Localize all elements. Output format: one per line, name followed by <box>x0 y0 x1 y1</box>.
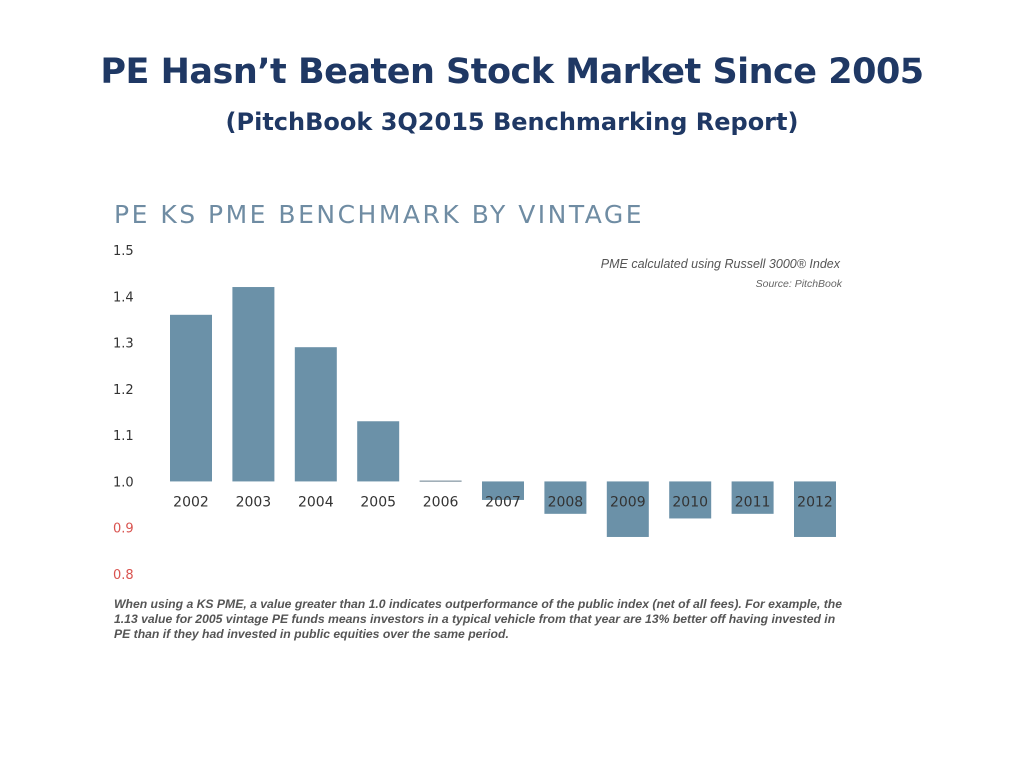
x-tick-label: 2002 <box>173 494 209 510</box>
bar <box>232 287 275 482</box>
x-tick-label: 2012 <box>797 494 833 510</box>
x-tick-label: 2009 <box>610 494 646 510</box>
x-tick-label: 2006 <box>423 494 459 510</box>
y-tick-label: 1.1 <box>113 429 134 444</box>
y-tick-label: 1.2 <box>113 383 134 398</box>
chart-note: When using a KS PME, a value greater tha… <box>114 597 843 641</box>
bar <box>482 481 524 500</box>
bar <box>294 347 337 482</box>
bar <box>606 481 649 537</box>
bar <box>170 314 212 482</box>
chart-source: Source: PitchBook <box>756 278 843 290</box>
x-tick-label: 2005 <box>360 494 396 510</box>
x-tick-label: 2007 <box>485 494 521 510</box>
x-tick-label: 2004 <box>298 494 334 510</box>
slide-subtitle: (PitchBook 3Q2015 Benchmarking Report) <box>225 108 799 136</box>
bar <box>419 480 462 482</box>
y-tick-label: 0.9 <box>113 522 134 537</box>
bar <box>544 481 587 514</box>
bar <box>669 481 712 519</box>
x-tick-label: 2003 <box>236 494 272 510</box>
chart-title: PE KS PME BENCHMARK BY VINTAGE <box>114 200 645 229</box>
x-tick-label: 2010 <box>672 494 708 510</box>
slide-title: PE Hasn’t Beaten Stock Market Since 2005 <box>100 52 924 92</box>
bar <box>794 481 836 537</box>
bar <box>357 421 400 482</box>
bar <box>731 481 774 514</box>
y-tick-label: 1.0 <box>113 475 134 490</box>
chart-annotation: PME calculated using Russell 3000® Index <box>601 257 841 271</box>
y-tick-label: 1.3 <box>113 337 134 352</box>
x-tick-label: 2008 <box>548 494 584 510</box>
y-tick-label: 1.5 <box>113 244 134 259</box>
x-tick-label: 2011 <box>735 494 771 510</box>
y-tick-label: 1.4 <box>113 290 134 305</box>
y-tick-label: 0.8 <box>113 568 134 583</box>
